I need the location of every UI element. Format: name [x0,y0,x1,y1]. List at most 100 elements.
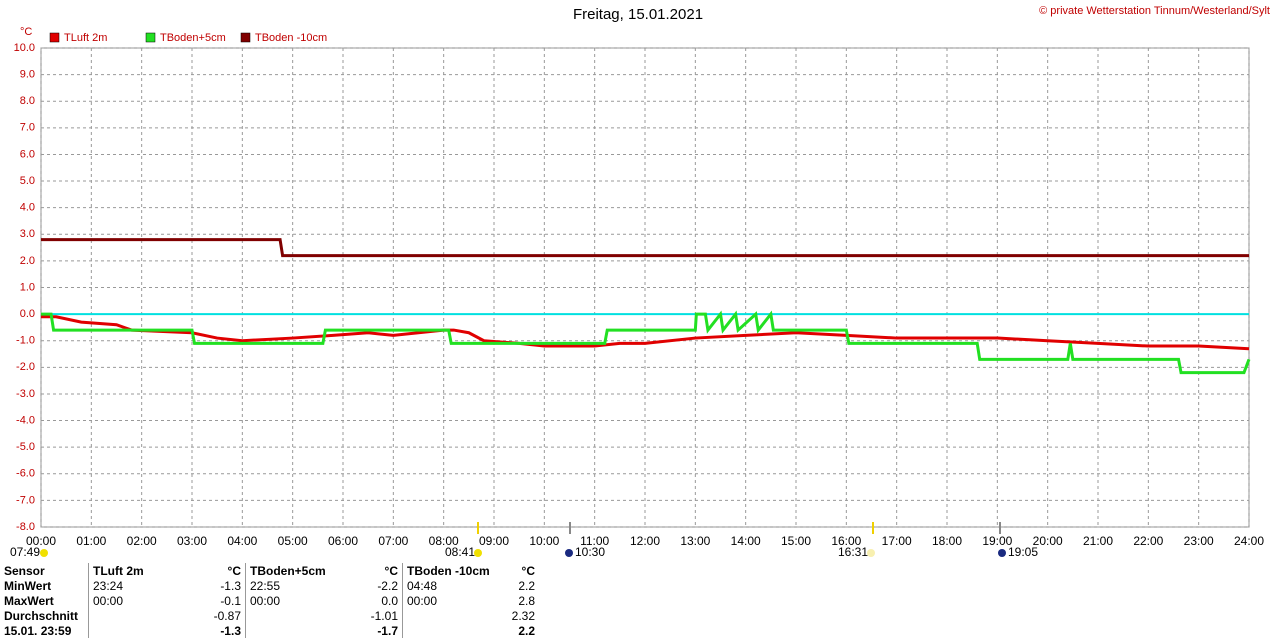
legend-label: TBoden+5cm [160,32,226,44]
table-row: 15.01. 23:59 -1.3 -1.7 2.2 [0,623,539,638]
x-tick-label: 04:00 [227,534,257,548]
table-cell: Sensor [4,563,45,578]
x-tick-label: 18:00 [932,534,962,548]
table-cell: -2.2 [377,578,398,593]
table-cell [88,608,207,623]
sun-icon [565,549,573,557]
table-cell [402,623,501,638]
x-tick-label: 10:00 [529,534,559,548]
table-cell: 15.01. 23:59 [4,623,72,638]
y-tick-label: -3.0 [16,388,35,400]
legend-swatch [240,32,251,43]
x-tick-label: 15:00 [781,534,811,548]
table-cell [402,608,501,623]
table-row: MaxWert 00:00 -0.1 00:00 0.0 00:00 2.8 [0,593,539,608]
chart-title: Freitag, 15.01.2021 [573,6,703,23]
x-tick-label: 14:00 [731,534,761,548]
table-cell [88,623,207,638]
sun-time: 19:05 [1008,545,1038,559]
y-tick-label: -8.0 [16,521,35,533]
table-cell [245,608,364,623]
table-cell: 22:55 [245,578,364,593]
x-tick-label: 09:00 [479,534,509,548]
y-axis-unit: °C [20,26,32,38]
sun-time: 10:30 [575,545,605,559]
x-tick-label: 23:00 [1184,534,1214,548]
chart: Freitag, 15.01.2021 © private Wetterstat… [10,5,1280,559]
table-cell: -0.87 [213,608,241,623]
table-cell: 0.0 [381,593,398,608]
y-tick-label: 3.0 [20,228,35,240]
table-cell: -0.1 [220,593,241,608]
y-tick-label: 6.0 [20,148,35,160]
series-line [41,310,1251,375]
credit: © private Wetterstation Tinnum/Westerlan… [1039,5,1270,17]
legend-swatch [49,32,60,43]
legend-swatch [145,32,156,43]
table-cell: Durchschnitt [4,608,79,623]
series-line [41,238,1249,258]
table-cell [245,623,364,638]
x-tick-label: 07:00 [378,534,408,548]
x-tick-label: 00:00 [26,534,56,548]
x-tick-label: 21:00 [1083,534,1113,548]
table-cell: TLuft 2m [88,563,207,578]
y-tick-label: 8.0 [20,95,35,107]
table-cell: TBoden+5cm [245,563,364,578]
y-tick-label: -2.0 [16,361,35,373]
y-tick-label: 10.0 [14,42,35,54]
sun-icon [867,549,875,557]
legend-label: TBoden -10cm [255,32,327,44]
y-tick-label: 0.0 [20,308,35,320]
y-tick-label: -1.0 [16,335,35,347]
y-tick-label: 2.0 [20,255,35,267]
sun-icon [40,549,48,557]
x-tick-label: 13:00 [680,534,710,548]
table-cell: 2.8 [518,593,535,608]
sun-icon [998,549,1006,557]
x-tick-label: 08:00 [429,534,459,548]
table-cell: 2.2 [518,578,535,593]
table-cell: MaxWert [4,593,54,608]
y-tick-label: 1.0 [20,281,35,293]
sun-icon [474,549,482,557]
table-cell: 23:24 [88,578,207,593]
stats-table: Sensor TLuft 2m °C TBoden+5cm °C TBoden -10cm… [0,563,539,638]
sun-time: 07:49 [10,545,40,559]
x-tick-label: 06:00 [328,534,358,548]
table-cell: -1.3 [220,578,241,593]
table-cell: MinWert [4,578,52,593]
y-tick-label: 4.0 [20,202,35,214]
x-tick-label: 11:00 [580,534,609,548]
y-tick-label: -5.0 [16,441,35,453]
y-tick-label: -6.0 [16,468,35,480]
y-tick-label: 5.0 [20,175,35,187]
table-cell: -1.7 [377,623,398,638]
table-cell: 00:00 [88,593,207,608]
x-tick-label: 24:00 [1234,534,1264,548]
x-tick-label: 05:00 [278,534,308,548]
table-row: Sensor TLuft 2m °C TBoden+5cm °C TBoden -10cm… [0,563,539,578]
x-tick-label: 03:00 [177,534,207,548]
table-cell: -1.3 [220,623,241,638]
table-row: MinWert 23:24 -1.3 22:55 -2.2 04:48 2.2 [0,578,539,593]
x-tick-label: 20:00 [1033,534,1063,548]
sun-time: 16:31 [838,545,868,559]
table-cell: -1.01 [370,608,398,623]
x-tick-label: 19:00 [982,534,1012,548]
y-tick-label: -4.0 [16,414,35,426]
side-strip [1270,48,1280,58]
table-cell: 00:00 [245,593,364,608]
sun-time: 08:41 [445,545,475,559]
x-tick-label: 12:00 [630,534,660,548]
x-tick-label: 16:00 [831,534,861,548]
x-tick-label: 02:00 [127,534,157,548]
table-cell: °C [227,563,241,578]
table-cell: °C [521,563,535,578]
x-tick-label: 17:00 [882,534,912,548]
y-tick-label: -7.0 [16,494,35,506]
y-tick-label: 7.0 [20,122,35,134]
table-cell: 2.2 [518,623,535,638]
table-cell: 00:00 [402,593,501,608]
